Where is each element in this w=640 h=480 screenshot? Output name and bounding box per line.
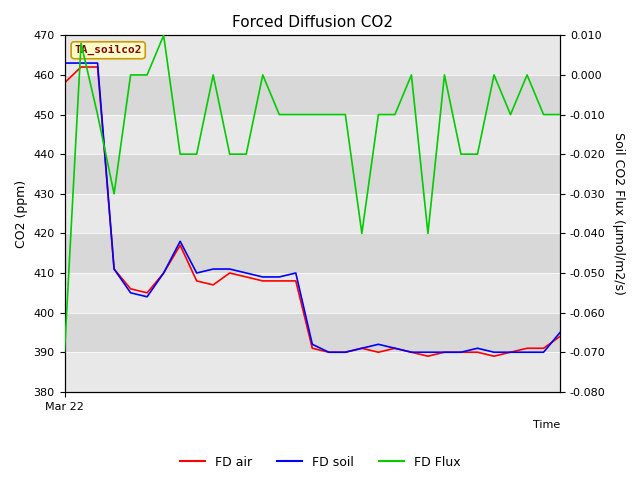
Y-axis label: CO2 (ppm): CO2 (ppm) (15, 180, 28, 248)
Bar (65, 154, 560, 194)
Bar (65, 75, 560, 115)
Bar (65, 233, 560, 273)
Text: Time: Time (533, 420, 560, 431)
Bar (65, 312, 560, 352)
Legend: FD air, FD soil, FD Flux: FD air, FD soil, FD Flux (175, 451, 465, 474)
Title: Forced Diffusion CO2: Forced Diffusion CO2 (232, 15, 393, 30)
Y-axis label: Soil CO2 Flux (μmol/m2/s): Soil CO2 Flux (μmol/m2/s) (612, 132, 625, 295)
Text: TA_soilco2: TA_soilco2 (74, 45, 142, 55)
